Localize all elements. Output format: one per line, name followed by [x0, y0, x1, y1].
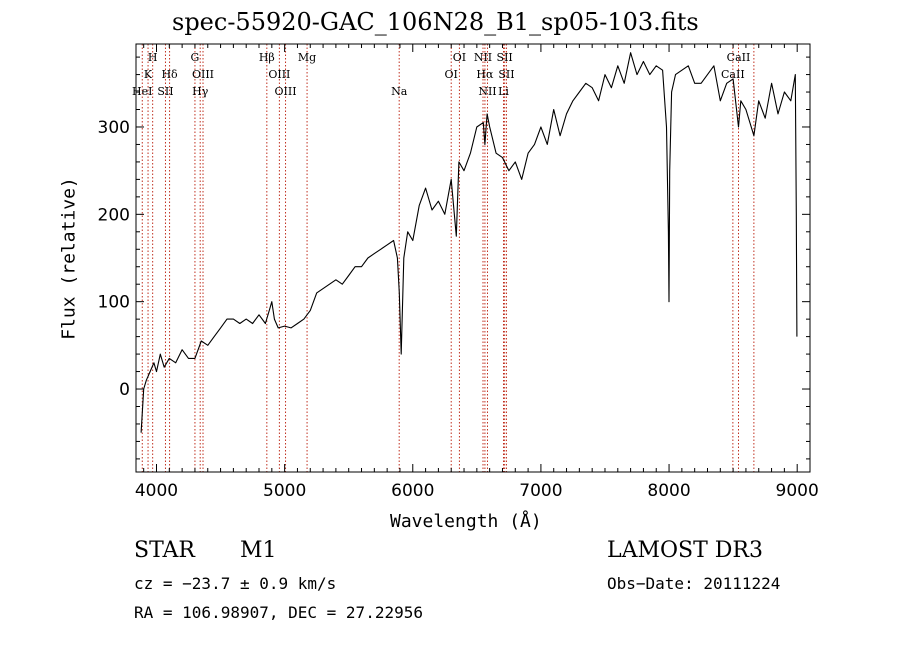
x-tick-label: 4000 — [135, 481, 178, 501]
x-tick-label: 5000 — [263, 481, 306, 501]
x-tick-label: 9000 — [776, 481, 819, 501]
y-tick-label: 200 — [98, 205, 130, 225]
line-id-label: Na — [391, 85, 408, 98]
line-id-label: Hβ — [259, 51, 275, 64]
line-id-label: HeI — [132, 85, 152, 98]
line-id-label: NII — [474, 51, 492, 64]
line-id-label: OIII — [268, 68, 290, 81]
line-id-label: K — [144, 68, 153, 81]
line-id-label: G — [191, 51, 200, 64]
line-id-label: SII — [157, 85, 173, 98]
line-id-label: H — [148, 51, 158, 64]
line-id-label: OIII — [192, 68, 214, 81]
line-id-markers — [141, 44, 755, 472]
x-axis-label: Wavelength (Å) — [390, 511, 542, 532]
y-tick-label: 0 — [119, 380, 130, 400]
spectrum-line — [140, 52, 798, 433]
line-id-label: Li — [498, 85, 509, 98]
line-id-label: OIII — [275, 85, 297, 98]
line-id-label: SII — [497, 51, 513, 64]
object-subclass: M1 — [240, 538, 277, 563]
redshift-text: cz = −23.7 ± 0.9 km/s — [134, 574, 337, 593]
x-axis-ticks: 4000 5000 6000 7000 8000 9000 — [135, 44, 819, 501]
line-id-label: OI — [453, 51, 466, 64]
y-axis-ticks: 0 100 200 300 — [98, 56, 810, 460]
y-axis-label: Flux (relative) — [58, 177, 80, 340]
object-class: STAR — [134, 538, 195, 563]
coords-text: RA = 106.98907, DEC = 27.22956 — [134, 603, 423, 622]
line-id-label: Hδ — [161, 68, 178, 81]
line-id-label: OI — [445, 68, 458, 81]
x-tick-label: 8000 — [647, 481, 690, 501]
line-id-label: CaII — [727, 51, 751, 64]
line-id-label: CaII — [721, 68, 745, 81]
obs-date-text: Obs−Date: 20111224 — [607, 574, 781, 593]
line-id-label: Hα — [476, 68, 494, 81]
y-tick-label: 300 — [98, 118, 130, 138]
plot-frame — [135, 43, 811, 473]
x-tick-label: 7000 — [519, 481, 562, 501]
line-id-label: Hγ — [192, 85, 209, 98]
line-id-label: Mg — [298, 51, 316, 64]
chart-title: spec-55920-GAC_106N28_B1_sp05-103.fits — [172, 8, 699, 36]
survey-name: LAMOST DR3 — [607, 538, 763, 563]
x-tick-label: 6000 — [391, 481, 434, 501]
line-id-label: NII — [478, 85, 496, 98]
y-tick-label: 100 — [98, 293, 130, 313]
line-id-label: SII — [498, 68, 514, 81]
